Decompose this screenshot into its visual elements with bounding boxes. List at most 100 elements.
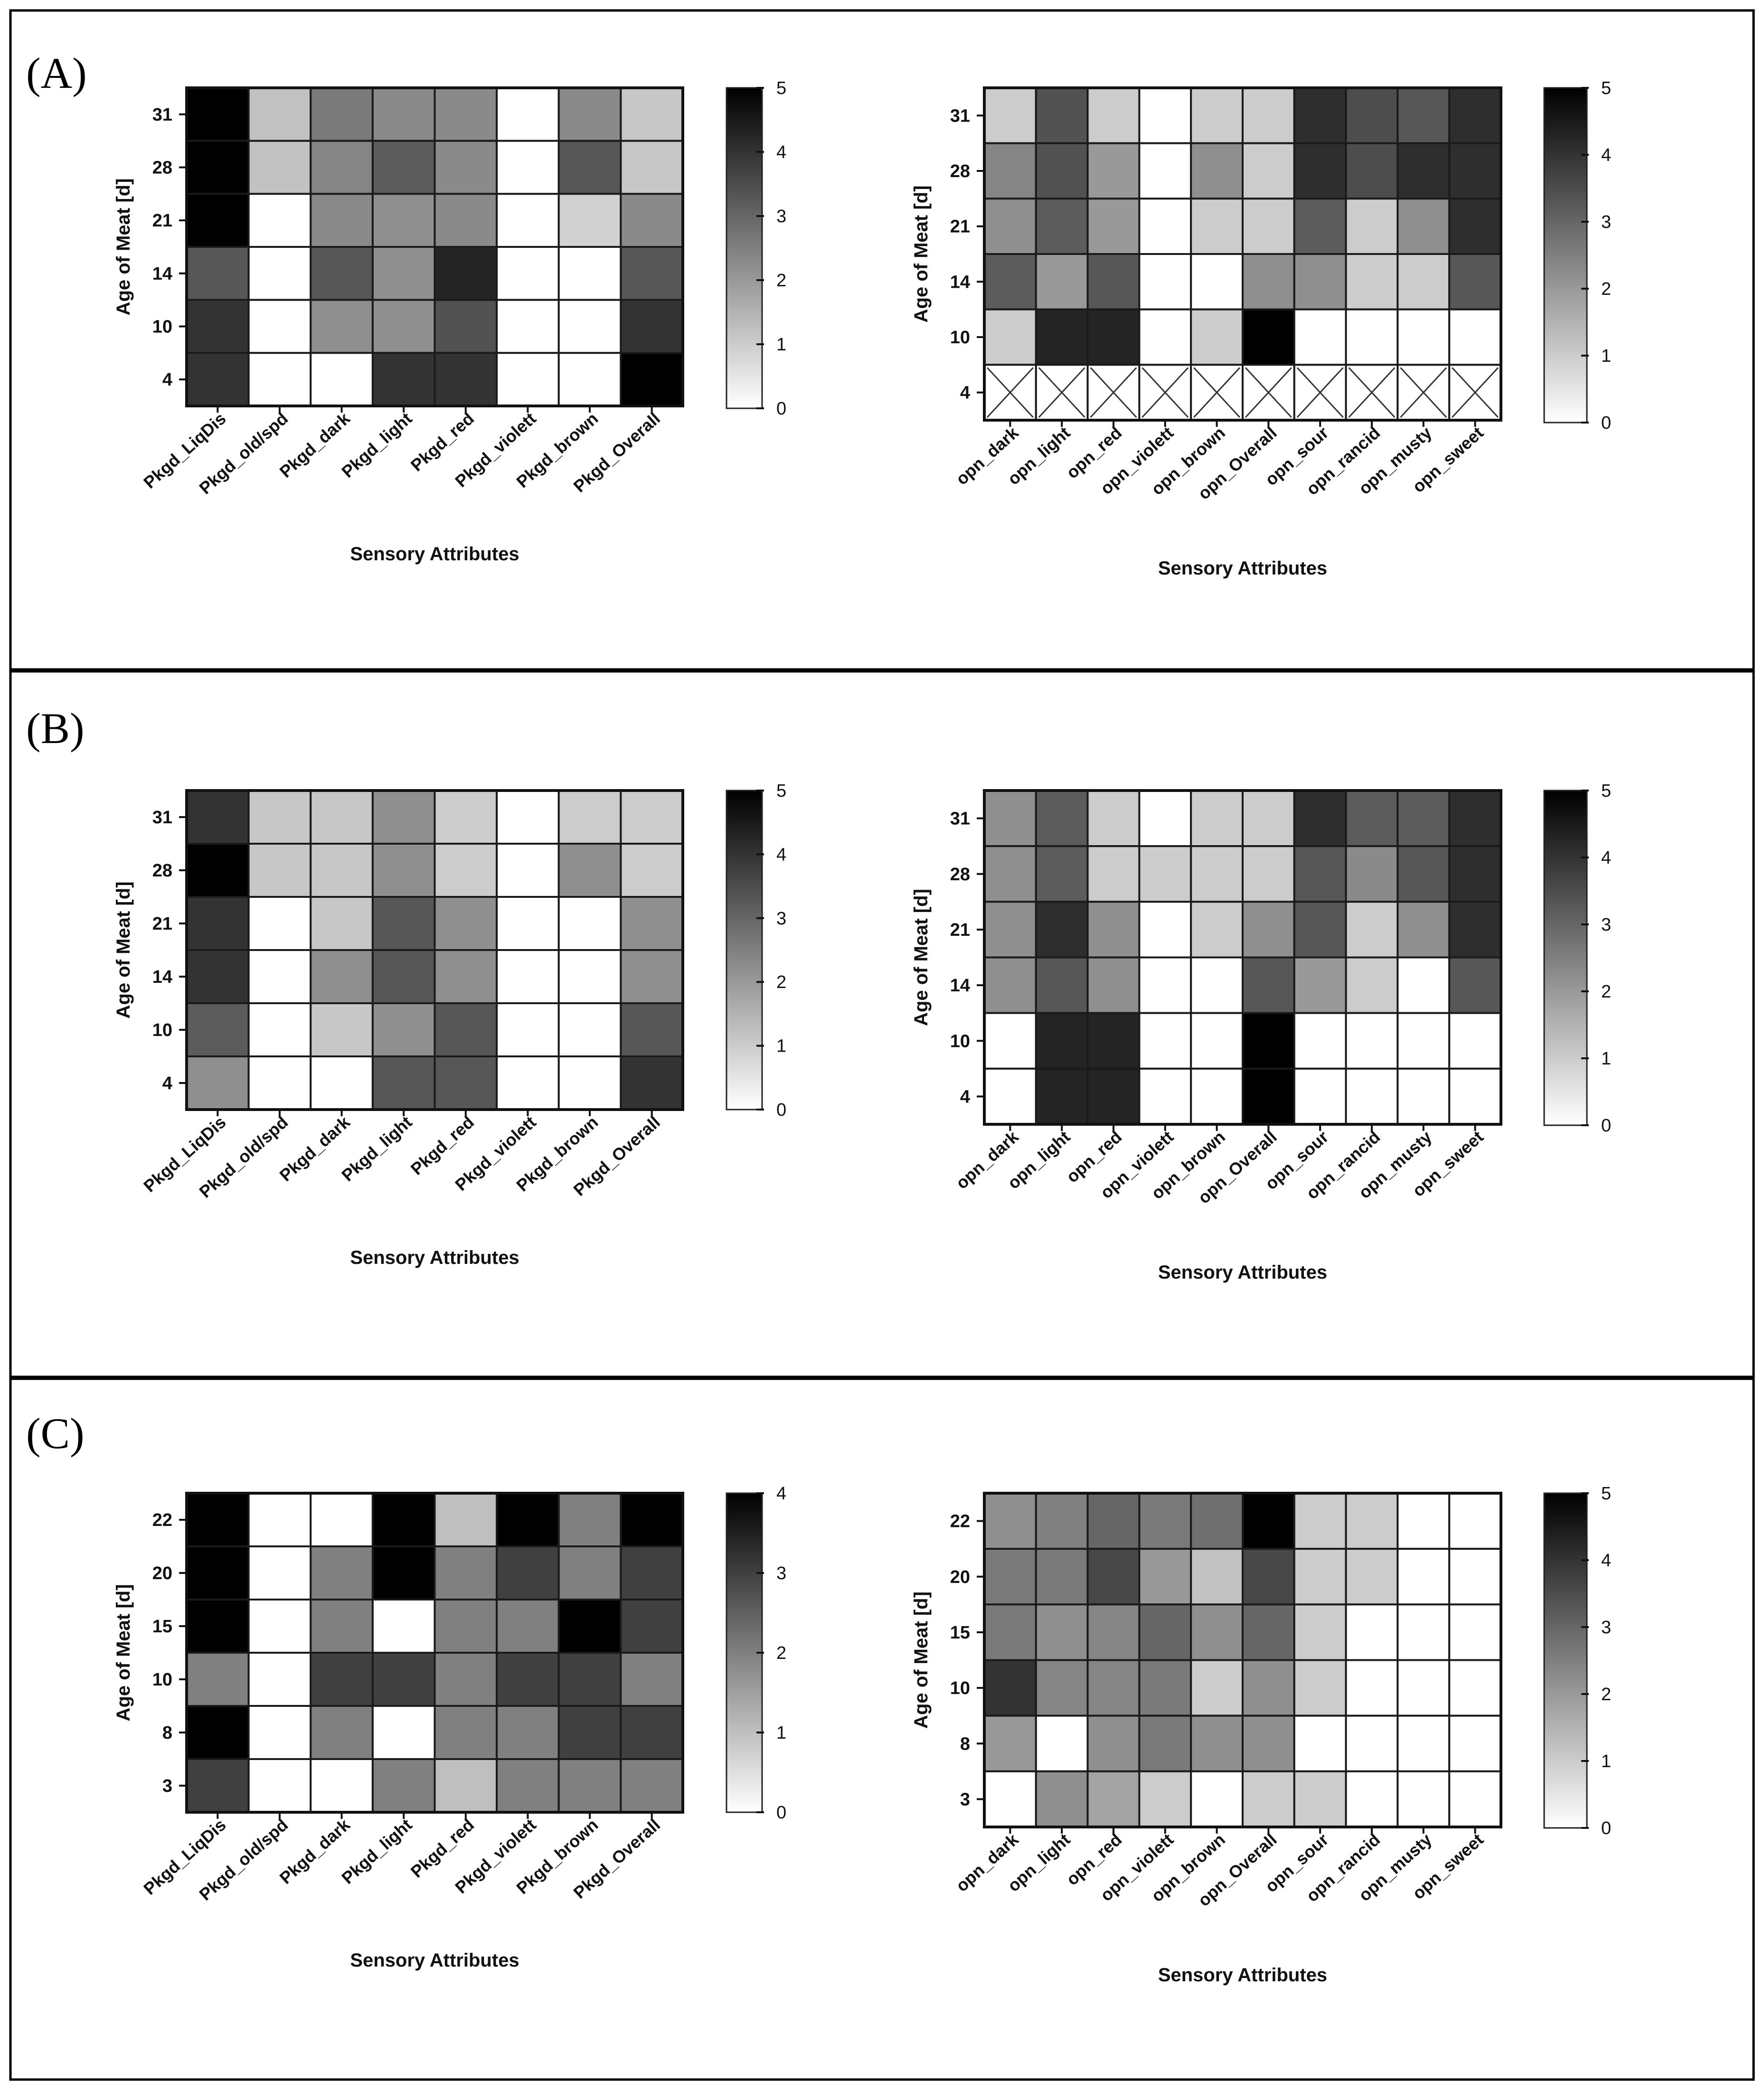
heatmap-cell bbox=[1396, 956, 1451, 1014]
heatmap-cell bbox=[1086, 1714, 1141, 1772]
heatmap-cell bbox=[496, 1705, 560, 1760]
heatmap-cell bbox=[1035, 142, 1089, 200]
heatmap-cell bbox=[186, 1599, 250, 1654]
heatmap-cell bbox=[247, 193, 312, 248]
heatmap-cell bbox=[1138, 845, 1192, 903]
heatmap-cell bbox=[1345, 1012, 1399, 1070]
heatmap-cell bbox=[310, 352, 374, 407]
heatmap-cell bbox=[186, 1492, 250, 1547]
heatmap-cell bbox=[186, 87, 250, 142]
heatmap-cell bbox=[1086, 845, 1141, 903]
heatmap-cell bbox=[1138, 790, 1192, 847]
missing-cell-cross bbox=[1193, 367, 1241, 418]
heatmap-cell bbox=[186, 193, 250, 248]
heatmap-cell bbox=[1396, 1012, 1451, 1070]
heatmap-cell bbox=[557, 299, 622, 354]
heatmap-cell bbox=[620, 1758, 684, 1813]
y-tick-label: 31 bbox=[152, 105, 172, 125]
colorbar-tick-label: 5 bbox=[776, 781, 786, 801]
heatmap-cell bbox=[434, 140, 498, 195]
heatmap-cell bbox=[1448, 308, 1502, 366]
heatmap-cell bbox=[310, 140, 374, 195]
colorbar-tick-label: 3 bbox=[776, 207, 786, 226]
heatmap-cell bbox=[434, 949, 498, 1004]
heatmap-cell bbox=[1448, 1603, 1502, 1661]
heatmap-cell bbox=[496, 246, 560, 301]
heatmap-cell bbox=[1035, 1548, 1089, 1606]
y-tick-label: 15 bbox=[950, 1623, 970, 1643]
heatmap-cell bbox=[1242, 87, 1295, 144]
y-tick-label: 14 bbox=[950, 976, 970, 996]
heatmap-cell bbox=[371, 949, 436, 1004]
heatmap-cell bbox=[1293, 1548, 1347, 1606]
colorbar bbox=[1543, 1492, 1588, 1829]
heatmap-cell bbox=[434, 1492, 498, 1547]
heatmap-cell bbox=[1138, 308, 1192, 366]
y-tick-label: 22 bbox=[950, 1512, 970, 1532]
heatmap-cell bbox=[1190, 1659, 1244, 1717]
heatmap-cell bbox=[1242, 1067, 1295, 1125]
heatmap-cell bbox=[496, 140, 560, 195]
heatmap-cell bbox=[1138, 253, 1192, 311]
heatmap-cell bbox=[1396, 1603, 1451, 1661]
heatmap-cell bbox=[434, 246, 498, 301]
heatmap-frame bbox=[185, 789, 684, 1111]
heatmap-cell bbox=[1242, 845, 1295, 903]
heatmap-cell bbox=[1138, 142, 1192, 200]
heatmap-cell bbox=[496, 1002, 560, 1057]
heatmap-cell bbox=[1293, 198, 1347, 255]
heatmap-cell bbox=[247, 299, 312, 354]
colorbar-tick-label: 3 bbox=[1601, 1618, 1611, 1638]
heatmap-cell bbox=[1190, 1548, 1244, 1606]
y-axis-title: Age of Meat [d] bbox=[113, 179, 134, 316]
colorbar-tick-label: 4 bbox=[776, 142, 786, 162]
y-axis-title: Age of Meat [d] bbox=[113, 882, 134, 1019]
heatmap-cell bbox=[1035, 308, 1089, 366]
heatmap-cell bbox=[1242, 198, 1295, 255]
heatmap-cell bbox=[496, 843, 560, 898]
heatmap-cell bbox=[1190, 1603, 1244, 1661]
x-axis-title: Sensory Attributes bbox=[350, 1950, 519, 1971]
heatmap-cell bbox=[371, 1652, 436, 1707]
heatmap-cell bbox=[1138, 198, 1192, 255]
heatmap-cell bbox=[1293, 253, 1347, 311]
colorbar bbox=[1543, 87, 1588, 424]
heatmap-cell bbox=[557, 896, 622, 951]
heatmap-cell bbox=[371, 193, 436, 248]
heatmap-cell bbox=[620, 1545, 684, 1600]
heatmap-cell bbox=[1138, 87, 1192, 144]
heatmap-cell bbox=[557, 193, 622, 248]
y-tick-label: 21 bbox=[152, 211, 172, 231]
colorbar-tick-label: 1 bbox=[776, 1036, 786, 1056]
heatmap-cell bbox=[1138, 1548, 1192, 1606]
heatmap-cell bbox=[1190, 142, 1244, 200]
heatmap-cell bbox=[186, 140, 250, 195]
colorbar-tick-label: 3 bbox=[1601, 915, 1611, 935]
colorbar bbox=[726, 790, 763, 1111]
heatmap-cell bbox=[496, 87, 560, 142]
colorbar-tick-label: 2 bbox=[1601, 279, 1611, 299]
colorbar-tick-label: 2 bbox=[1601, 1685, 1611, 1704]
heatmap-cell bbox=[434, 1002, 498, 1057]
heatmap-cell bbox=[1190, 1714, 1244, 1772]
heatmap-cell bbox=[1396, 1659, 1451, 1717]
heatmap-cell bbox=[1190, 845, 1244, 903]
heatmap-cell bbox=[1293, 1492, 1347, 1550]
colorbar-tick-label: 2 bbox=[776, 972, 786, 992]
heatmap-cell bbox=[496, 1758, 560, 1813]
heatmap-cell bbox=[434, 87, 498, 142]
y-tick-label: 15 bbox=[152, 1617, 172, 1637]
missing-cell-cross bbox=[1090, 367, 1137, 418]
heatmap-cell bbox=[557, 1002, 622, 1057]
heatmap-cell bbox=[1190, 790, 1244, 847]
heatmap-cell bbox=[1138, 1659, 1192, 1717]
heatmap-cell bbox=[247, 896, 312, 951]
heatmap-cell bbox=[620, 1705, 684, 1760]
heatmap-cell bbox=[496, 193, 560, 248]
heatmap-cell bbox=[557, 843, 622, 898]
y-tick-label: 10 bbox=[152, 1670, 172, 1690]
heatmap-cell bbox=[1035, 901, 1089, 959]
heatmap-cell bbox=[557, 1545, 622, 1600]
heatmap-cell bbox=[1345, 198, 1399, 255]
heatmap-cell bbox=[1448, 142, 1502, 200]
